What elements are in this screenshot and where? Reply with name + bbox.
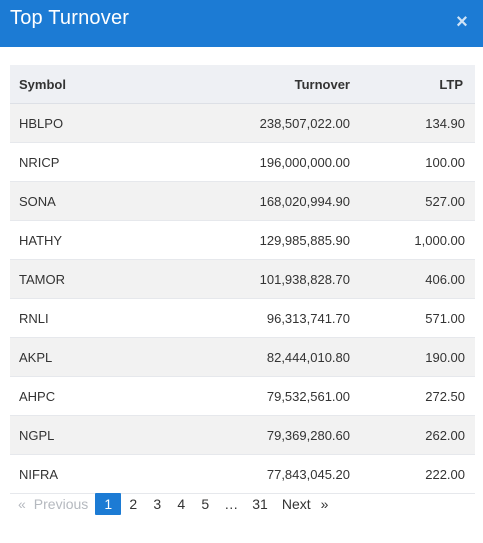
cell-symbol: HATHY bbox=[10, 220, 118, 260]
cell-turnover: 101,938,828.70 bbox=[118, 259, 359, 299]
cell-turnover: 129,985,885.90 bbox=[118, 220, 359, 260]
cell-ltp: 1,000.00 bbox=[359, 220, 475, 260]
page-2-button[interactable]: 2 bbox=[129, 496, 138, 512]
cell-ltp: 100.00 bbox=[359, 142, 475, 182]
close-icon[interactable]: × bbox=[456, 10, 468, 33]
turnover-table: Symbol Turnover LTP HBLPO 238,507,022.00… bbox=[10, 65, 475, 494]
column-header-ltp[interactable]: LTP bbox=[359, 65, 475, 104]
page-5-button[interactable]: 5 bbox=[201, 496, 210, 512]
cell-symbol: AKPL bbox=[10, 337, 118, 377]
cell-ltp: 134.90 bbox=[359, 103, 475, 143]
next-button[interactable]: Next » bbox=[275, 493, 336, 515]
cell-symbol: SONA bbox=[10, 181, 118, 221]
previous-label: Previous bbox=[33, 496, 89, 512]
cell-ltp: 406.00 bbox=[359, 259, 475, 299]
cell-turnover: 96,313,741.70 bbox=[118, 298, 359, 338]
cell-symbol: HBLPO bbox=[10, 103, 118, 143]
page-last-button[interactable]: 31 bbox=[252, 496, 268, 512]
cell-symbol: TAMOR bbox=[10, 259, 118, 299]
next-arrow-icon: » bbox=[320, 496, 329, 512]
table-row[interactable]: SONA 168,020,994.90 527.00 bbox=[10, 181, 475, 221]
cell-turnover: 238,507,022.00 bbox=[118, 103, 359, 143]
cell-turnover: 79,532,561.00 bbox=[118, 376, 359, 416]
cell-symbol: RNLI bbox=[10, 298, 118, 338]
cell-ltp: 190.00 bbox=[359, 337, 475, 377]
previous-button[interactable]: « Previous bbox=[14, 493, 95, 515]
table-row[interactable]: HBLPO 238,507,022.00 134.90 bbox=[10, 103, 475, 143]
cell-turnover: 79,369,280.60 bbox=[118, 415, 359, 455]
dialog-title: Top Turnover bbox=[10, 7, 130, 29]
pagination-ellipsis: … bbox=[224, 496, 239, 512]
cell-symbol: NRICP bbox=[10, 142, 118, 182]
cell-turnover: 77,843,045.20 bbox=[118, 454, 359, 494]
pagination: « Previous 1 2 3 4 5 … 31 Next » bbox=[14, 493, 335, 515]
cell-ltp: 222.00 bbox=[359, 454, 475, 494]
cell-symbol: NGPL bbox=[10, 415, 118, 455]
page-3-button[interactable]: 3 bbox=[153, 496, 162, 512]
cell-ltp: 571.00 bbox=[359, 298, 475, 338]
table-row[interactable]: RNLI 96,313,741.70 571.00 bbox=[10, 298, 475, 338]
table-header-row: Symbol Turnover LTP bbox=[10, 65, 475, 104]
table-row[interactable]: NRICP 196,000,000.00 100.00 bbox=[10, 142, 475, 182]
cell-turnover: 82,444,010.80 bbox=[118, 337, 359, 377]
table-row[interactable]: NIFRA 77,843,045.20 222.00 bbox=[10, 454, 475, 494]
page-1-button[interactable]: 1 bbox=[95, 493, 122, 515]
table-row[interactable]: TAMOR 101,938,828.70 406.00 bbox=[10, 259, 475, 299]
cell-turnover: 168,020,994.90 bbox=[118, 181, 359, 221]
cell-symbol: NIFRA bbox=[10, 454, 118, 494]
cell-ltp: 272.50 bbox=[359, 376, 475, 416]
cell-symbol: AHPC bbox=[10, 376, 118, 416]
column-header-symbol[interactable]: Symbol bbox=[10, 65, 118, 104]
turnover-table-container: Symbol Turnover LTP HBLPO 238,507,022.00… bbox=[10, 65, 475, 494]
table-row[interactable]: NGPL 79,369,280.60 262.00 bbox=[10, 415, 475, 455]
cell-ltp: 527.00 bbox=[359, 181, 475, 221]
table-body: HBLPO 238,507,022.00 134.90 NRICP 196,00… bbox=[10, 103, 475, 494]
page-4-button[interactable]: 4 bbox=[177, 496, 186, 512]
next-label: Next bbox=[281, 496, 311, 512]
table-header: Symbol Turnover LTP bbox=[10, 65, 475, 104]
table-row[interactable]: HATHY 129,985,885.90 1,000.00 bbox=[10, 220, 475, 260]
table-row[interactable]: AKPL 82,444,010.80 190.00 bbox=[10, 337, 475, 377]
column-header-turnover[interactable]: Turnover bbox=[118, 65, 359, 104]
table-row[interactable]: AHPC 79,532,561.00 272.50 bbox=[10, 376, 475, 416]
cell-ltp: 262.00 bbox=[359, 415, 475, 455]
cell-turnover: 196,000,000.00 bbox=[118, 142, 359, 182]
dialog-header: Top Turnover × bbox=[0, 0, 483, 47]
previous-arrow-icon: « bbox=[18, 496, 26, 512]
